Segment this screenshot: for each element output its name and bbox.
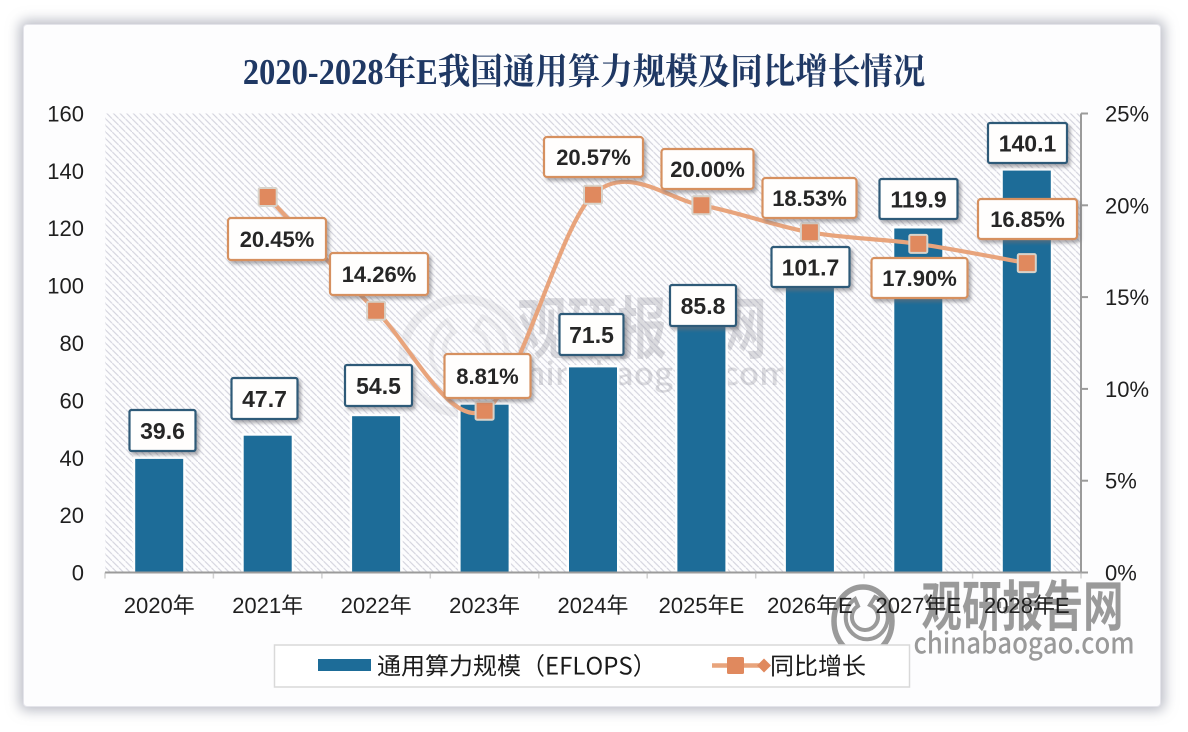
svg-text:20%: 20% xyxy=(1105,193,1149,218)
svg-text:20.57%: 20.57% xyxy=(556,145,631,170)
svg-text:10%: 10% xyxy=(1105,377,1149,402)
svg-text:25%: 25% xyxy=(1105,102,1149,127)
svg-text:20: 20 xyxy=(60,503,84,528)
svg-text:140: 140 xyxy=(47,159,84,184)
svg-text:140.1: 140.1 xyxy=(999,130,1057,156)
svg-text:20.45%: 20.45% xyxy=(240,227,315,252)
svg-text:60: 60 xyxy=(60,388,84,413)
svg-text:71.5: 71.5 xyxy=(569,322,614,348)
svg-text:8.81%: 8.81% xyxy=(456,364,518,389)
svg-text:47.7: 47.7 xyxy=(242,386,287,412)
svg-text:39.6: 39.6 xyxy=(140,418,185,444)
svg-text:40: 40 xyxy=(60,446,84,471)
svg-text:20.00%: 20.00% xyxy=(670,157,745,182)
svg-text:101.7: 101.7 xyxy=(782,254,840,280)
svg-text:15%: 15% xyxy=(1105,285,1149,310)
svg-text:0%: 0% xyxy=(1105,561,1137,586)
svg-text:100: 100 xyxy=(47,274,84,299)
svg-text:54.5: 54.5 xyxy=(356,373,401,399)
svg-text:85.8: 85.8 xyxy=(681,293,726,319)
svg-text:14.26%: 14.26% xyxy=(342,262,417,287)
svg-text:160: 160 xyxy=(47,102,84,127)
svg-text:80: 80 xyxy=(60,331,84,356)
svg-text:5%: 5% xyxy=(1105,469,1137,494)
svg-text:17.90%: 17.90% xyxy=(882,266,957,291)
svg-text:18.53%: 18.53% xyxy=(772,186,847,211)
svg-text:16.85%: 16.85% xyxy=(990,207,1065,232)
svg-text:120: 120 xyxy=(47,216,84,241)
svg-text:119.9: 119.9 xyxy=(890,186,946,212)
svg-text:0: 0 xyxy=(72,561,84,586)
